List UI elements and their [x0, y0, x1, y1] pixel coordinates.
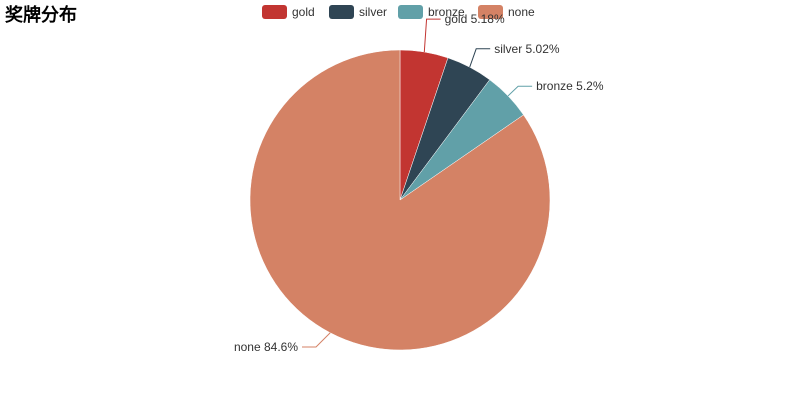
legend-swatch-bronze [398, 5, 423, 19]
legend-label-silver: silver [359, 5, 387, 19]
legend-item-silver[interactable]: silver [329, 5, 387, 19]
slice-labels: gold 5.18% silver 5.02% bronze 5.2% none 84… [234, 12, 604, 354]
legend-item-gold[interactable]: gold [262, 5, 315, 19]
leader-line-gold [423, 18, 441, 53]
slice-label-silver: silver 5.02% [494, 42, 560, 56]
legend-swatch-silver [329, 5, 354, 19]
slice-label-bronze: bronze 5.2% [536, 79, 604, 93]
legend-item-bronze[interactable]: bronze [398, 5, 465, 19]
leader-line-bronze [507, 85, 533, 97]
leader-line-silver [469, 48, 491, 68]
slice-label-gold: gold 5.18% [445, 12, 505, 26]
legend-item-none[interactable]: none [478, 5, 535, 19]
legend: gold silver bronze none [262, 5, 535, 19]
leader-line-none [302, 332, 331, 348]
legend-swatch-gold [262, 5, 287, 19]
legend-label-bronze: bronze [428, 5, 465, 19]
legend-label-gold: gold [292, 5, 315, 19]
pie-slices [249, 49, 551, 351]
slice-label-none: none 84.6% [234, 340, 298, 354]
chart-title: 奖牌分布 [5, 4, 77, 26]
slice-none[interactable] [249, 49, 551, 351]
legend-label-none: none [508, 5, 535, 19]
legend-swatch-none [478, 5, 503, 19]
